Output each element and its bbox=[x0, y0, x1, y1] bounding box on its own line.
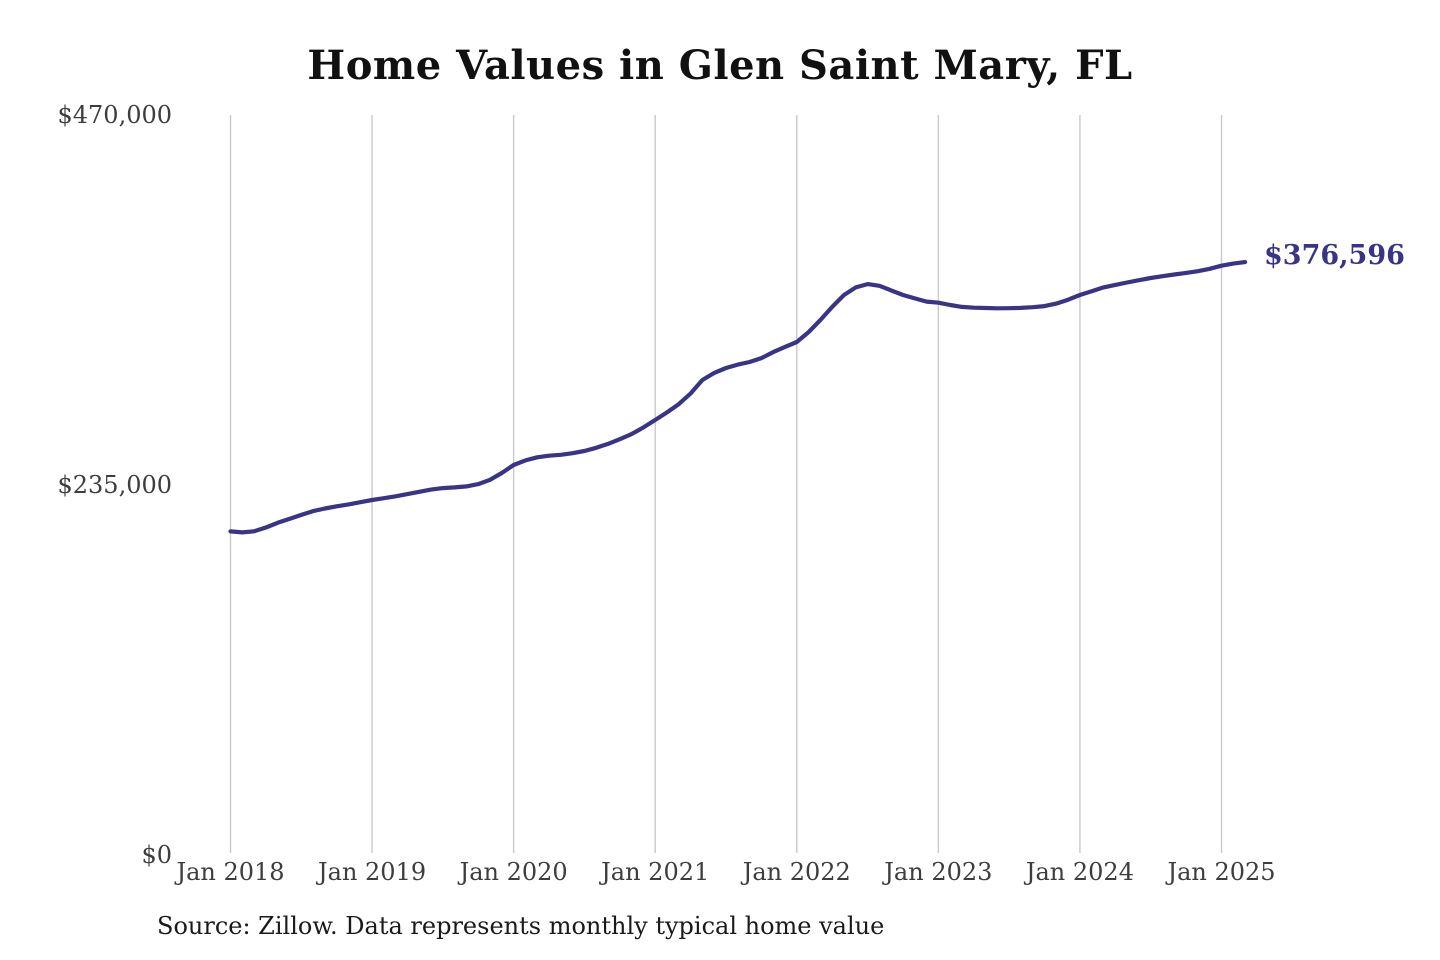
home-value-line bbox=[228, 260, 1248, 535]
x-axis-label: Jan 2021 bbox=[601, 858, 710, 886]
x-axis-label: Jan 2019 bbox=[318, 858, 427, 886]
y-axis-label: $235,000 bbox=[57, 471, 172, 499]
x-axis-label: Jan 2023 bbox=[884, 858, 993, 886]
x-axis-label: Jan 2022 bbox=[742, 858, 851, 886]
x-axis-label: Jan 2018 bbox=[176, 858, 285, 886]
x-axis-label: Jan 2024 bbox=[1025, 858, 1134, 886]
x-axis-label: Jan 2020 bbox=[459, 858, 568, 886]
chart-title: Home Values in Glen Saint Mary, FL bbox=[307, 42, 1133, 89]
source-note: Source: Zillow. Data represents monthly … bbox=[157, 912, 885, 940]
y-axis-label: $470,000 bbox=[57, 101, 172, 129]
y-axis-label: $0 bbox=[141, 841, 172, 869]
x-axis-label: Jan 2025 bbox=[1167, 858, 1276, 886]
latest-value-label: $376,596 bbox=[1264, 240, 1405, 271]
